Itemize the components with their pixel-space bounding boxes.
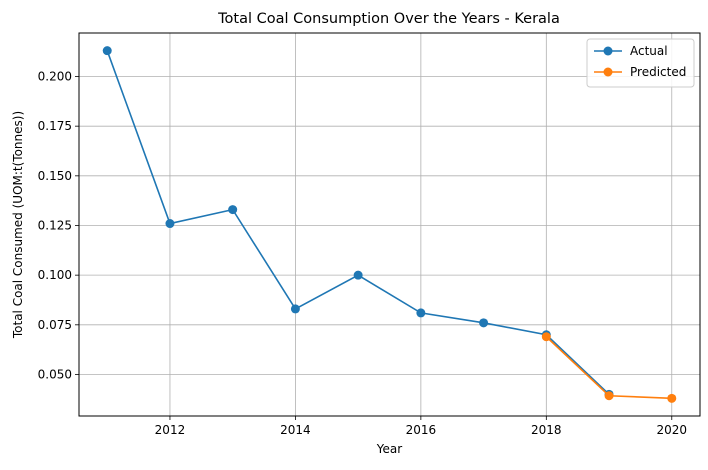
y-tick-label: 0.075 (38, 318, 72, 332)
x-axis-title: Year (376, 442, 402, 456)
y-axis-title: Total Coal Consumed (UOM:t(Tonnes)) (11, 111, 25, 339)
x-tick-label: 2018 (531, 423, 562, 437)
series (102, 46, 677, 403)
x-axis: 2012 2014 2016 2018 2020 (155, 416, 687, 437)
x-tick-label: 2020 (656, 423, 687, 437)
data-point-actual (416, 308, 426, 318)
y-tick-label: 0.100 (38, 268, 72, 282)
legend-marker-actual (603, 46, 613, 56)
y-tick-label: 0.200 (38, 70, 72, 84)
y-axis: 0.050 0.075 0.100 0.125 0.150 0.175 0.200 (38, 70, 79, 381)
x-tick-label: 2014 (280, 423, 311, 437)
y-tick-label: 0.125 (38, 218, 72, 232)
data-point-predicted (667, 393, 677, 403)
legend-label-predicted: Predicted (630, 65, 686, 79)
y-tick-label: 0.050 (38, 367, 72, 381)
legend-marker-predicted (603, 67, 613, 77)
legend-label-actual: Actual (630, 44, 668, 58)
y-tick-label: 0.150 (38, 169, 72, 183)
y-tick-label: 0.175 (38, 119, 72, 133)
data-point-actual (102, 46, 112, 56)
data-point-predicted (604, 391, 614, 401)
x-tick-label: 2012 (155, 423, 186, 437)
data-point-actual (165, 219, 175, 229)
legend: Actual Predicted (586, 38, 695, 88)
plot-frame (78, 32, 701, 417)
chart-title: Total Coal Consumption Over the Years - … (217, 11, 560, 27)
data-point-predicted (541, 332, 551, 342)
series-line-actual (106, 50, 610, 395)
x-tick-label: 2016 (406, 423, 437, 437)
grid (79, 33, 700, 416)
data-point-actual (353, 270, 363, 280)
series-line-predicted (545, 336, 672, 400)
data-point-actual (479, 318, 489, 328)
data-point-actual (228, 205, 238, 215)
data-point-actual (290, 304, 300, 314)
